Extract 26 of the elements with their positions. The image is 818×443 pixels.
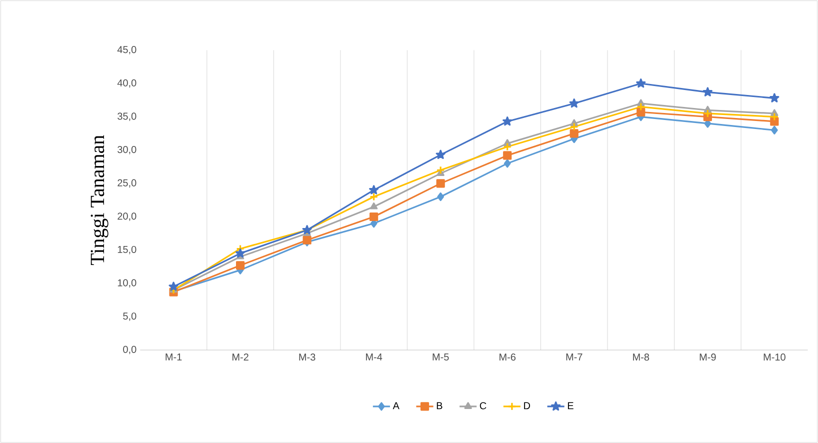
x-tick-label: M-7 <box>566 353 582 360</box>
x-tick-label: M-2 <box>232 353 248 360</box>
y-axis-title: Tinggi Tanaman <box>90 135 108 265</box>
y-tick-label: 20,0 <box>118 212 136 221</box>
legend-label: A <box>392 402 400 410</box>
y-tick-label: 30,0 <box>118 146 136 154</box>
x-tick-label: M-4 <box>366 353 382 360</box>
legend-label: E <box>568 402 574 410</box>
y-tick-label: 25,0 <box>118 179 136 188</box>
y-tick-label: 40,0 <box>117 79 136 88</box>
x-tick-label: M-5 <box>432 353 449 360</box>
x-tick-label: M-8 <box>633 353 650 361</box>
legend-label: B <box>436 402 442 410</box>
y-tick-label: 0,0 <box>123 346 136 354</box>
y-tick-label: 15,0 <box>118 246 136 254</box>
x-tick-label: M-3 <box>299 353 316 361</box>
x-tick-label: M-1 <box>166 353 182 360</box>
x-tick-label: M-6 <box>500 353 516 361</box>
legend-label: D <box>524 402 530 410</box>
x-tick-label: M-10 <box>764 353 786 361</box>
y-tick-label: 45,0 <box>117 46 136 54</box>
legend-label: C <box>480 402 486 410</box>
y-tick-label: 10,0 <box>118 279 136 288</box>
y-tick-label: 5,0 <box>123 312 136 321</box>
y-tick-label: 35,0 <box>118 112 136 121</box>
x-tick-label: M-9 <box>700 353 716 361</box>
